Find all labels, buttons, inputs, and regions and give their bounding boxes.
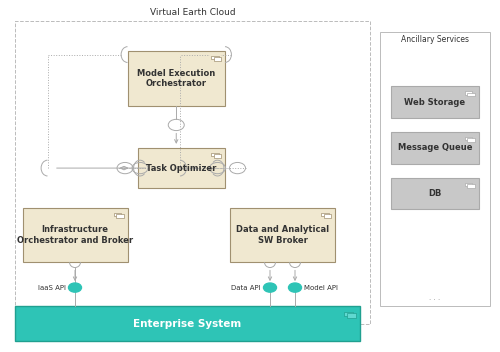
FancyBboxPatch shape <box>324 214 331 218</box>
FancyBboxPatch shape <box>463 135 474 143</box>
FancyBboxPatch shape <box>464 137 472 140</box>
FancyBboxPatch shape <box>210 151 220 159</box>
Circle shape <box>68 283 82 292</box>
Text: Data API: Data API <box>232 284 261 291</box>
FancyBboxPatch shape <box>467 93 474 96</box>
FancyBboxPatch shape <box>467 184 474 188</box>
Text: Infrastructure
Orchestrator and Broker: Infrastructure Orchestrator and Broker <box>17 225 133 245</box>
FancyBboxPatch shape <box>346 313 356 318</box>
FancyBboxPatch shape <box>214 154 221 158</box>
FancyBboxPatch shape <box>230 208 335 262</box>
FancyBboxPatch shape <box>391 86 478 118</box>
FancyBboxPatch shape <box>114 213 121 216</box>
Text: Virtual Earth Cloud: Virtual Earth Cloud <box>150 8 236 17</box>
FancyBboxPatch shape <box>391 178 478 209</box>
Text: . . .: . . . <box>430 295 440 302</box>
Text: Model Execution
Orchestrator: Model Execution Orchestrator <box>137 69 216 88</box>
FancyBboxPatch shape <box>463 181 474 189</box>
Text: IaaS API: IaaS API <box>38 284 66 291</box>
FancyBboxPatch shape <box>112 211 123 219</box>
FancyBboxPatch shape <box>464 91 472 95</box>
FancyBboxPatch shape <box>210 54 220 62</box>
FancyBboxPatch shape <box>211 153 218 156</box>
FancyBboxPatch shape <box>344 312 353 316</box>
Text: Enterprise System: Enterprise System <box>134 319 242 329</box>
Bar <box>380 32 490 306</box>
FancyBboxPatch shape <box>116 214 124 218</box>
Text: DB: DB <box>428 189 442 198</box>
FancyBboxPatch shape <box>464 183 472 186</box>
Text: Web Storage: Web Storage <box>404 98 466 107</box>
Circle shape <box>264 283 276 292</box>
FancyBboxPatch shape <box>320 211 330 219</box>
Text: Task Optimizer: Task Optimizer <box>146 164 216 172</box>
FancyBboxPatch shape <box>138 148 225 188</box>
Text: Ancillary Services: Ancillary Services <box>401 35 469 44</box>
FancyBboxPatch shape <box>467 138 474 142</box>
Circle shape <box>288 283 302 292</box>
FancyBboxPatch shape <box>211 56 218 59</box>
FancyBboxPatch shape <box>15 306 360 341</box>
Bar <box>15 21 370 324</box>
FancyBboxPatch shape <box>214 57 221 61</box>
FancyBboxPatch shape <box>22 208 128 262</box>
Text: Message Queue: Message Queue <box>398 143 472 152</box>
FancyBboxPatch shape <box>321 213 328 216</box>
FancyBboxPatch shape <box>128 51 225 106</box>
FancyBboxPatch shape <box>391 132 478 164</box>
Text: Data and Analytical
SW Broker: Data and Analytical SW Broker <box>236 225 329 245</box>
FancyBboxPatch shape <box>463 89 474 97</box>
Text: Model API: Model API <box>304 284 338 291</box>
